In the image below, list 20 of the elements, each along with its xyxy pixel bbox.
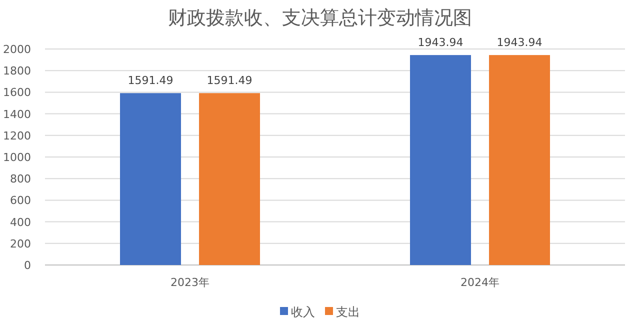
data-label: 1591.49 bbox=[206, 74, 252, 88]
x-tick-label: 2023年 bbox=[170, 276, 210, 289]
data-label: 1591.49 bbox=[128, 74, 174, 88]
y-tick-label: 600 bbox=[10, 194, 31, 208]
data-label: 1943.94 bbox=[496, 36, 542, 50]
y-tick-label: 200 bbox=[10, 237, 31, 250]
y-tick-label: 400 bbox=[10, 216, 31, 229]
y-tick-label: 1800 bbox=[3, 64, 31, 78]
y-tick-label: 1000 bbox=[3, 151, 31, 164]
chart-title: 财政拨款收、支决算总计变动情况图 bbox=[168, 7, 472, 29]
y-tick-label: 1600 bbox=[3, 86, 31, 100]
x-tick-label: 2024年 bbox=[460, 276, 500, 289]
y-tick-label: 800 bbox=[10, 172, 31, 186]
y-tick-label: 1200 bbox=[3, 129, 31, 142]
legend-label: 收入 bbox=[291, 305, 315, 319]
y-tick-label: 0 bbox=[24, 259, 31, 272]
legend-label: 支出 bbox=[336, 305, 360, 319]
data-label: 1943.94 bbox=[418, 36, 464, 50]
y-tick-label: 2000 bbox=[3, 43, 31, 56]
y-tick-label: 1400 bbox=[3, 108, 31, 121]
